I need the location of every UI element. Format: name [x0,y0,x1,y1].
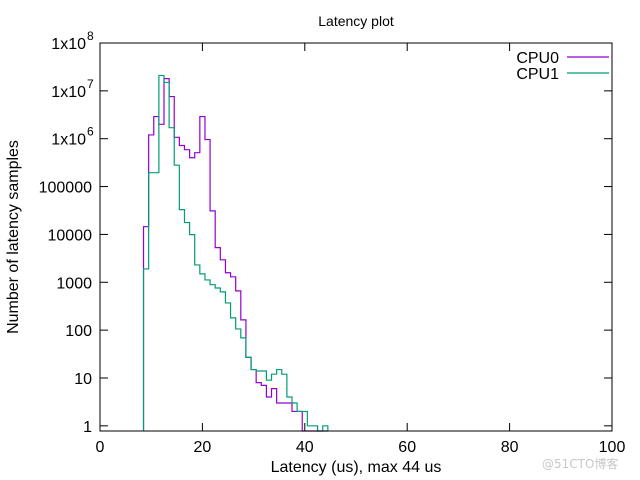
legend-label: CPU0 [516,50,559,67]
y-tick-label: 10 [74,371,92,388]
series-cpu1-steps [142,74,329,432]
x-tick-label: 0 [96,439,105,456]
y-tick-label: 1x10 [51,84,86,101]
y-tick-label: 10000 [48,227,93,244]
legend-label: CPU1 [516,66,559,83]
chart-title: Latency plot [318,13,394,29]
x-tick-label: 100 [599,439,626,456]
x-axis: 0 20 40 60 80 100 [96,43,626,456]
plot-border [99,42,613,432]
y-tick-label: 1x10 [51,132,86,149]
x-axis-label: Latency (us), max 44 us [271,459,442,476]
x-tick-label: 20 [194,439,212,456]
series-cpu0-steps [142,78,328,432]
y-tick-label: 1 [83,419,92,436]
y-axis-label: Number of latency samples [5,140,22,334]
y-tick-label: 100000 [39,180,92,197]
x-tick-label: 40 [296,439,314,456]
y-tick-label: 1000 [56,275,92,292]
y-tick-exponent: 7 [87,77,94,91]
watermark: @51CTO博客 [542,457,619,471]
plot-series [142,74,329,432]
x-tick-label: 60 [398,439,416,456]
y-tick-label: 1x10 [51,36,86,53]
y-tick-exponent: 8 [87,29,94,43]
x-tick-label: 80 [501,439,519,456]
y-tick-exponent: 6 [87,125,94,139]
y-tick-label: 100 [65,323,92,340]
